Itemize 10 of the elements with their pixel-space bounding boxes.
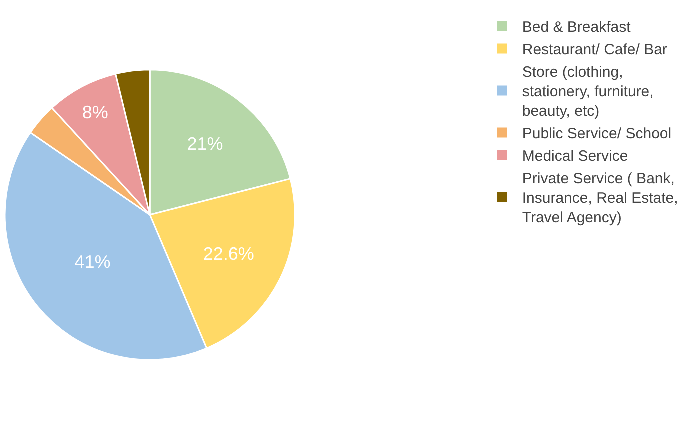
- legend-label: Bed & Breakfast: [522, 19, 632, 36]
- data-label: 22.6%: [203, 244, 254, 264]
- legend-label: Private Service ( Bank, Insurance, Real Estate, Travel Agency): [522, 170, 678, 227]
- data-label: 21%: [187, 134, 224, 154]
- legend-label: Restaurant/ Cafe/ Bar: [522, 42, 668, 59]
- legend-label: Public Service/ School: [522, 126, 672, 143]
- data-label: 41%: [74, 252, 111, 272]
- legend-label: Medical Service: [522, 148, 628, 166]
- data-label: 8%: [82, 102, 108, 122]
- legend-label: Store (clothing, stationery, furniture, beauty, etc): [522, 64, 654, 120]
